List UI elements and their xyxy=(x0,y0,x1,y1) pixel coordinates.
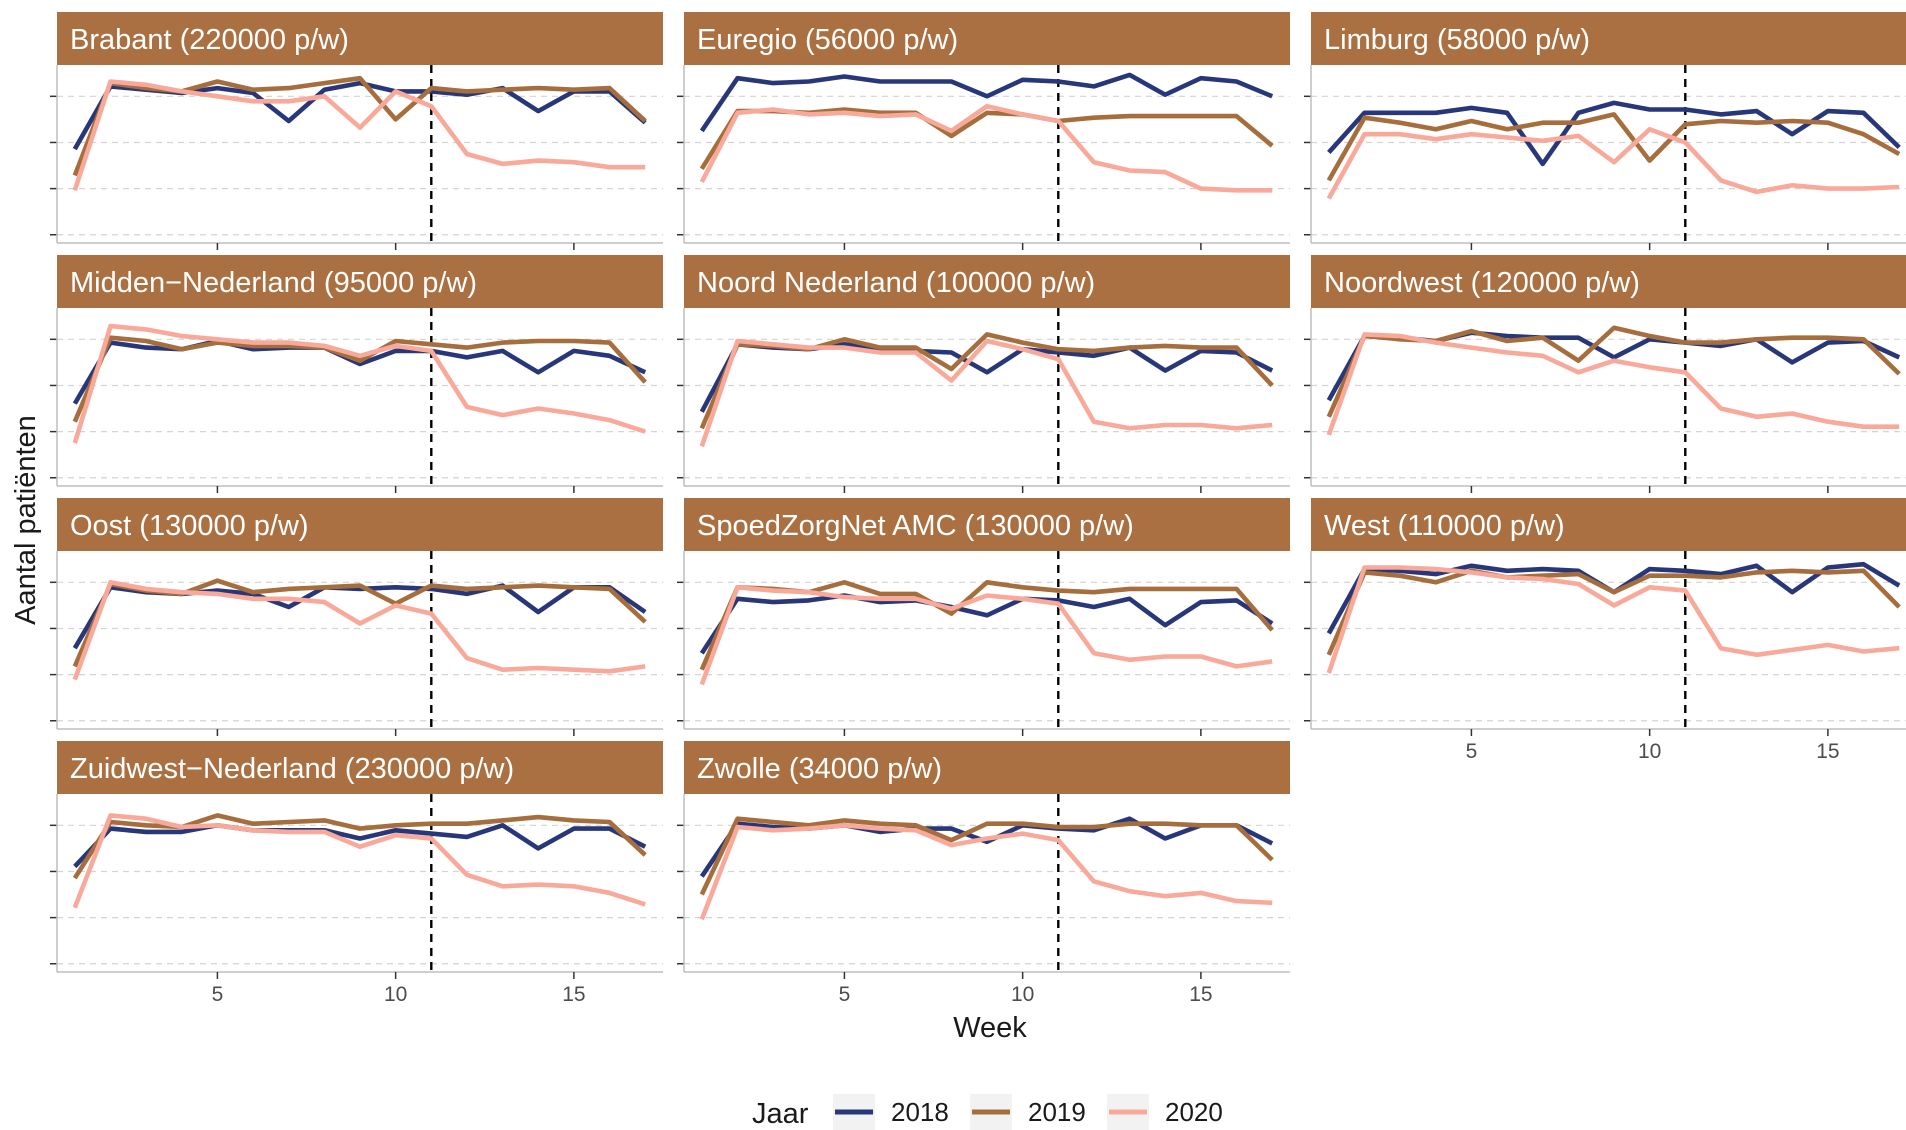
series-line-2020 xyxy=(699,584,1273,686)
facet-strip xyxy=(684,255,1290,308)
series-line-2018 xyxy=(1327,100,1901,167)
x-tick-label: 15 xyxy=(562,983,585,1006)
x-tick-label: 10 xyxy=(1638,740,1661,763)
series-line-2020 xyxy=(72,323,646,444)
facet-strip xyxy=(684,498,1290,551)
series-line-2019 xyxy=(72,335,647,423)
facet-title: Zuidwest−Nederland (230000 p/w) xyxy=(70,753,514,785)
facet-panel: Midden−Nederland (95000 p/w) xyxy=(50,255,663,493)
legend-label-2019: 2019 xyxy=(1028,1097,1086,1127)
x-tick-label: 10 xyxy=(1011,983,1034,1006)
series-line-2018 xyxy=(72,80,647,151)
series-line-2019 xyxy=(699,107,1274,171)
facet-title: Zwolle (34000 p/w) xyxy=(697,753,942,785)
facet-title: Oost (130000 p/w) xyxy=(70,510,309,542)
x-tick-label: 15 xyxy=(1189,983,1212,1006)
legend-label-2020: 2020 xyxy=(1165,1097,1223,1127)
series-line-2019 xyxy=(1326,568,1901,656)
series-line-2020 xyxy=(1326,127,1900,200)
series-line-2020 xyxy=(72,813,646,909)
x-tick-label: 5 xyxy=(212,983,224,1006)
x-tick-label: 5 xyxy=(839,983,851,1006)
series-line-2020 xyxy=(72,79,646,192)
series-line-2019 xyxy=(1326,325,1901,418)
facet-title: Noord Nederland (100000 p/w) xyxy=(697,267,1095,299)
facet-title: West (110000 p/w) xyxy=(1324,510,1565,542)
series-line-2020 xyxy=(699,338,1273,448)
facet-strip xyxy=(684,12,1290,65)
series-line-2020 xyxy=(72,579,646,681)
facet-strip xyxy=(1311,255,1906,308)
facet-panel: West (110000 p/w) 5 10 15 xyxy=(1304,498,1906,763)
facet-strip xyxy=(57,12,663,65)
series-line-2018 xyxy=(72,583,647,650)
facet-panel: Zwolle (34000 p/w) 5 10 15 xyxy=(677,741,1290,1006)
facet-strip xyxy=(1311,498,1906,551)
legend-title: Jaar xyxy=(752,1098,809,1130)
series-line-2019 xyxy=(1326,112,1901,182)
series-line-2018 xyxy=(72,338,647,405)
series-line-2020 xyxy=(699,822,1273,921)
x-tick-label: 10 xyxy=(384,983,407,1006)
series-line-2018 xyxy=(1326,561,1901,635)
legend-label-2018: 2018 xyxy=(891,1097,949,1127)
series-line-2020 xyxy=(1326,332,1900,436)
series-line-2020 xyxy=(1326,565,1900,674)
series-line-2018 xyxy=(73,822,647,869)
facet-title: Midden−Nederland (95000 p/w) xyxy=(70,267,477,299)
series-line-2019 xyxy=(699,332,1274,430)
facet-panel: Noordwest (120000 p/w) xyxy=(1304,255,1906,493)
facet-panel: SpoedZorgNet AMC (130000 p/w) xyxy=(677,498,1290,736)
facet-title: SpoedZorgNet AMC (130000 p/w) xyxy=(697,510,1134,542)
x-tick-label: 15 xyxy=(1816,740,1839,763)
facet-strip xyxy=(57,741,663,794)
facet-panel: Zuidwest−Nederland (230000 p/w) 5 10 15 xyxy=(50,741,663,1006)
facet-title: Brabant (220000 p/w) xyxy=(70,24,349,56)
facet-strip xyxy=(57,255,663,308)
x-axis-title: Week xyxy=(953,1012,1027,1044)
series-line-2019 xyxy=(699,816,1274,896)
facet-panel: Noord Nederland (100000 p/w) xyxy=(677,255,1290,493)
facet-panel: Euregio (56000 p/w) xyxy=(677,12,1290,250)
series-line-2020 xyxy=(699,103,1273,193)
facet-panel: Limburg (58000 p/w) xyxy=(1304,12,1906,250)
x-tick-label: 5 xyxy=(1466,740,1478,763)
series-line-2018 xyxy=(1326,330,1901,402)
facet-strip xyxy=(57,498,663,551)
facet-title: Euregio (56000 p/w) xyxy=(697,24,958,56)
y-axis-title: Aantal patiënten xyxy=(10,415,42,625)
facet-panel: Oost (130000 p/w) xyxy=(50,498,663,736)
facet-strip xyxy=(684,741,1290,794)
facet-strip xyxy=(1311,12,1906,65)
series-line-2018 xyxy=(699,341,1274,413)
facet-title: Limburg (58000 p/w) xyxy=(1324,24,1590,56)
facet-title: Noordwest (120000 p/w) xyxy=(1324,267,1640,299)
facet-panel: Brabant (220000 p/w) xyxy=(50,12,663,250)
series-line-2018 xyxy=(699,72,1274,133)
series-line-2018 xyxy=(699,593,1274,655)
legend: Jaar 2018 2019 2020 xyxy=(752,1094,1223,1130)
